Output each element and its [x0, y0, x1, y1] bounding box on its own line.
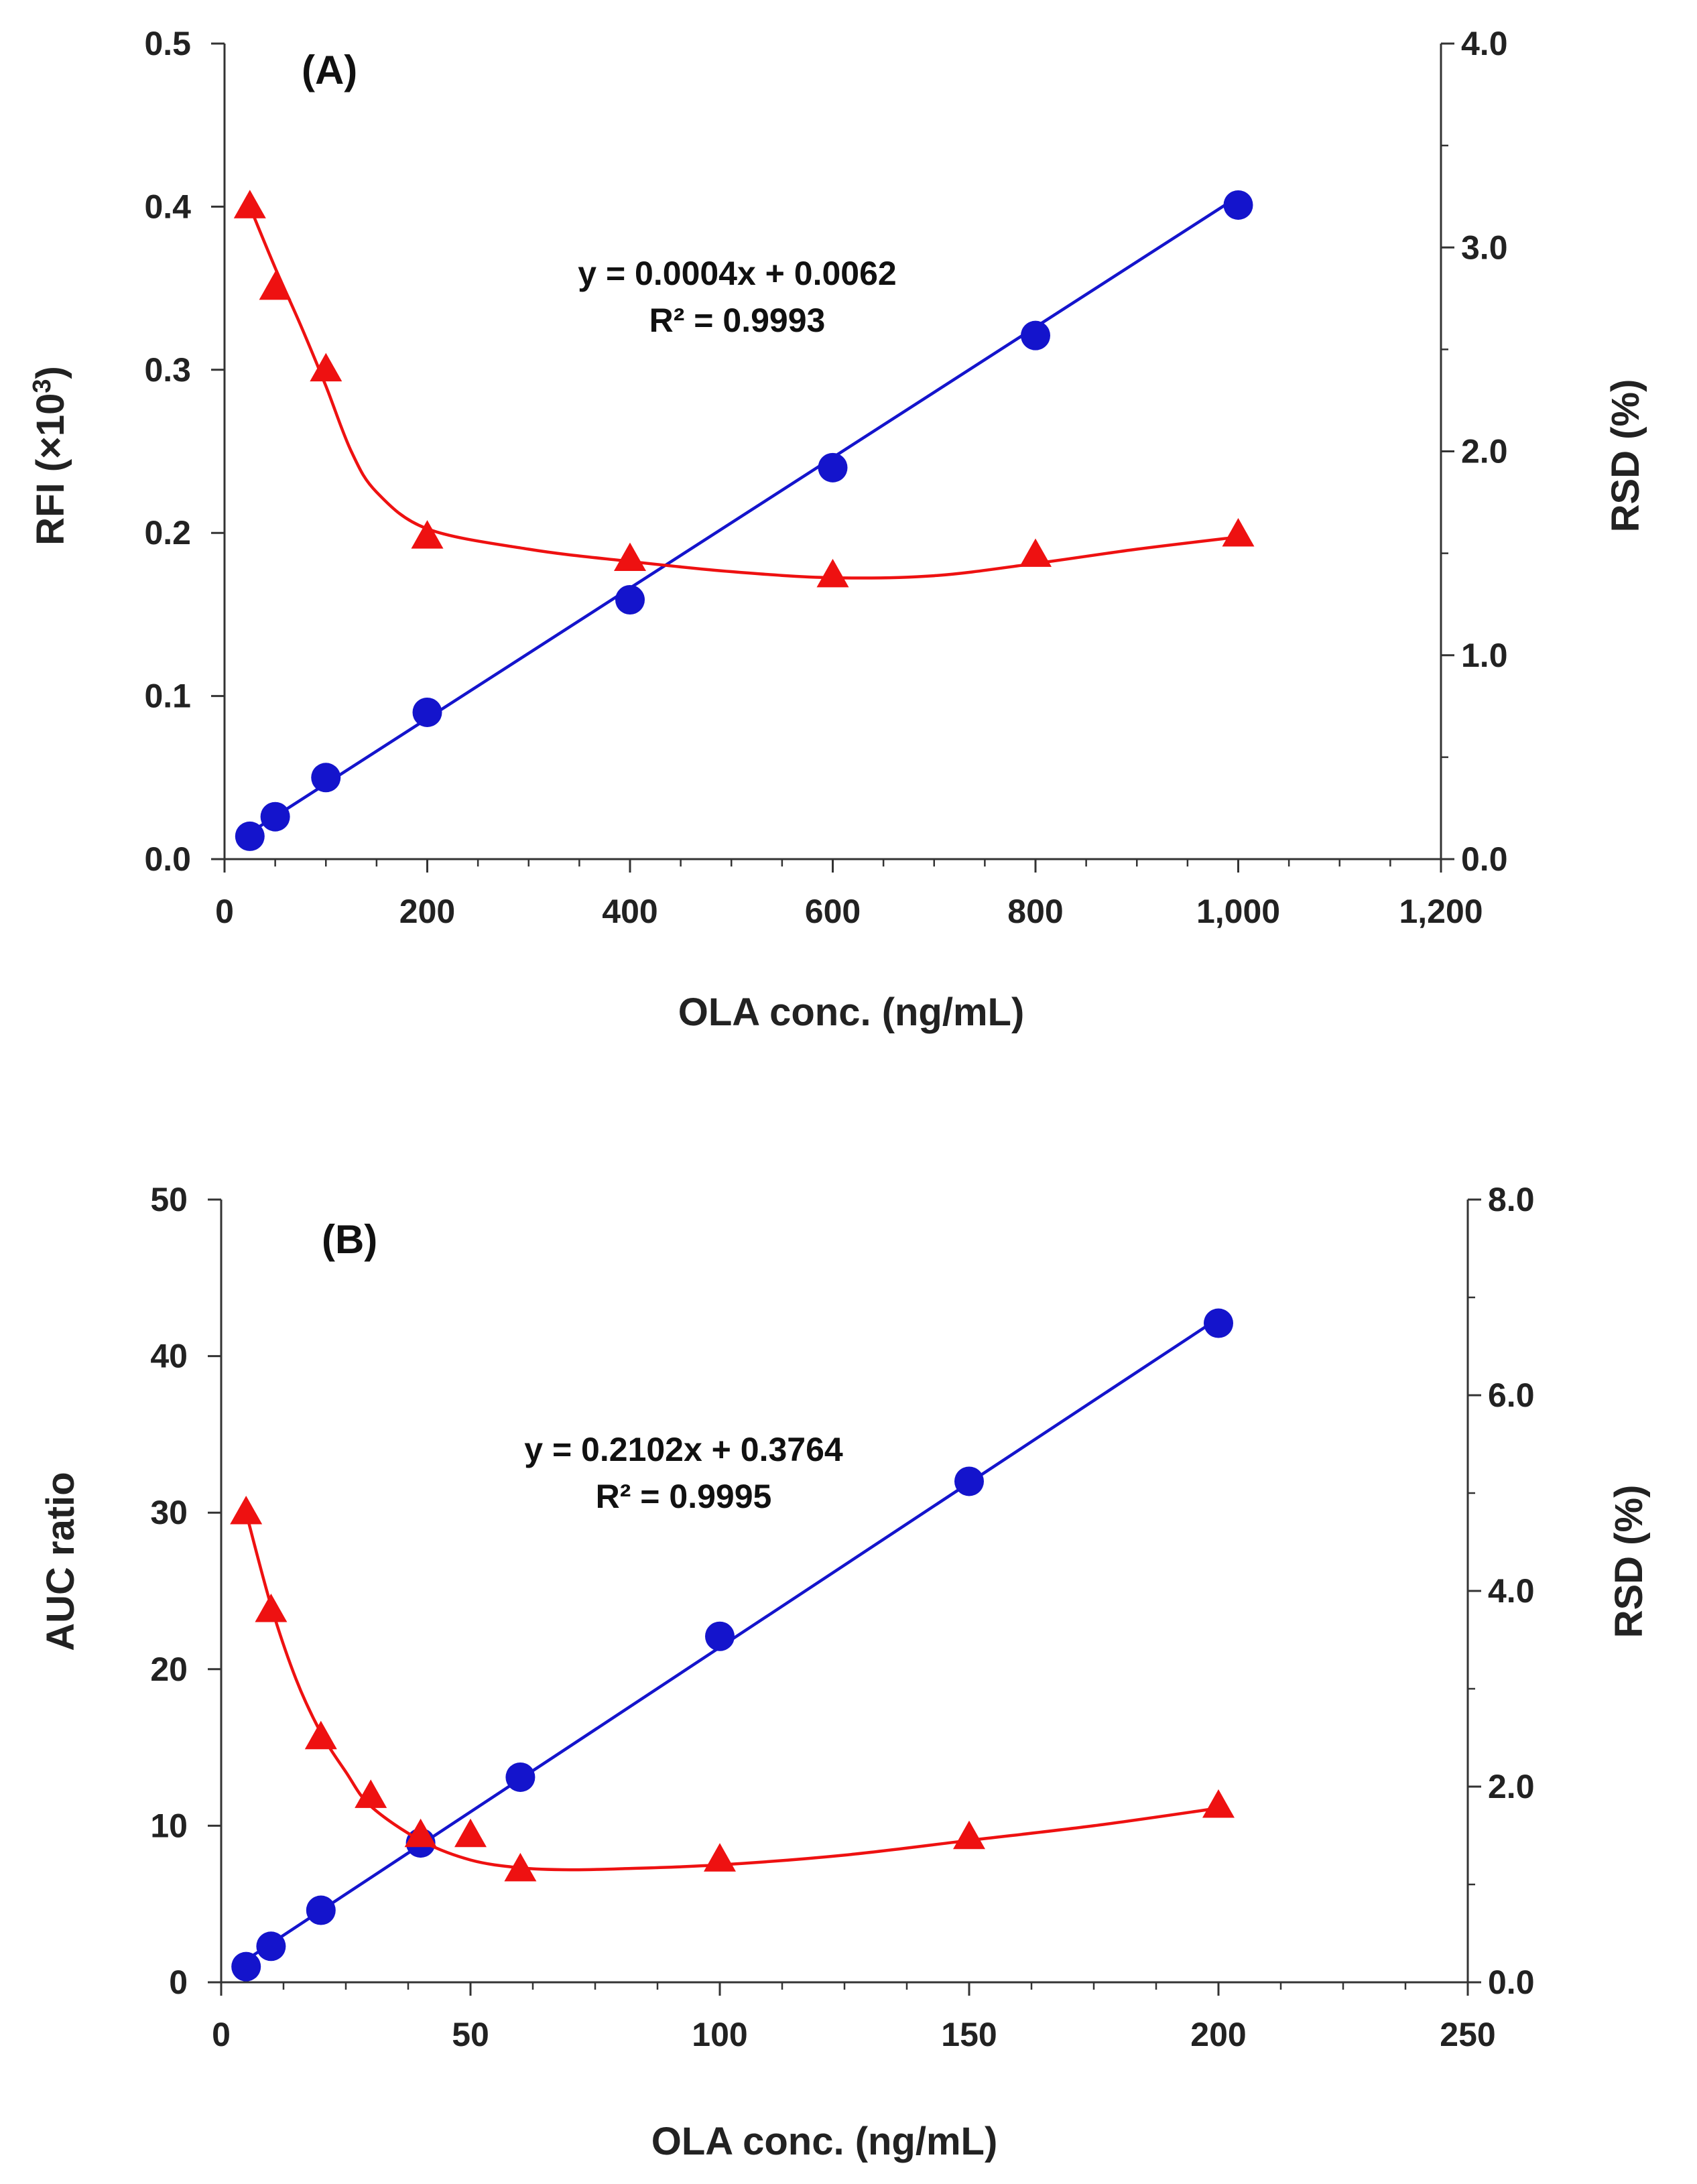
panel-a-ylabel-sup: 3 — [28, 379, 56, 393]
panel-b-ylabel: AUC ratio — [39, 1472, 82, 1651]
panel-b-y2-tick-label: 8.0 — [1488, 1181, 1535, 1218]
panel-b-y2label: RSD (%) — [1607, 1485, 1651, 1639]
panel-b-x-tick-label: 50 — [452, 2016, 489, 2053]
panel-b-rsd-point — [1202, 1789, 1235, 1818]
panel-a-x-tick-label: 0 — [215, 893, 234, 930]
panel-b-y-tick-label: 30 — [150, 1494, 188, 1531]
panel-b-rsd-point — [304, 1720, 337, 1750]
panel-a-y-tick-label: 0.0 — [144, 840, 191, 878]
panel-b-y-tick-label: 0 — [169, 1964, 188, 2001]
panel-a-rsd-point — [259, 271, 292, 300]
panel-b-y-tick-label: 10 — [150, 1807, 188, 1844]
panel-b-x-tick-label: 100 — [692, 2016, 747, 2053]
panel-b-point — [505, 1762, 536, 1792]
panel-a-point — [260, 801, 290, 832]
panel-a-rsd-point — [614, 542, 646, 571]
panel-b-x-tick-label: 150 — [941, 2016, 997, 2053]
panel-a-y2label: RSD (%) — [1604, 379, 1647, 533]
panel-b-point — [306, 1895, 336, 1925]
panel-b-rsd-point — [355, 1779, 387, 1808]
panel-a-x-tick-label: 400 — [602, 893, 657, 930]
panel-a-ylabel-close: ) — [29, 366, 72, 379]
panel-a-plot-area: 0 200 400 600 800 1,000 1,200 0.0 0.1 0.2 0.3 0.4 0.… — [144, 25, 1507, 930]
panel-b-rsd-point — [704, 1843, 736, 1872]
panel-b-rsd-curve — [245, 1512, 1219, 1872]
panel-a-rsd-point — [310, 352, 342, 382]
panel-a-ylabel: RFI (×103) — [28, 366, 72, 545]
panel-a-rsd-point — [1019, 538, 1052, 567]
panel-a-y-tick-label: 0.2 — [144, 514, 191, 552]
panel-b-y2-tick-label: 2.0 — [1488, 1768, 1535, 1805]
panel-a-y2-tick-label: 0.0 — [1461, 840, 1508, 878]
panel-a-y2-tick-label: 3.0 — [1461, 229, 1508, 266]
panel-a-x-tick-label: 600 — [805, 893, 861, 930]
panel-b-y-tick-label: 40 — [150, 1338, 188, 1375]
panel-b-r2: R² = 0.9995 — [596, 1478, 772, 1515]
panel-b-x-tick-label: 200 — [1190, 2016, 1246, 2053]
panel-b-equation: y = 0.2102x + 0.3764 — [524, 1431, 843, 1468]
panel-b-x-tick-label: 0 — [212, 2016, 231, 2053]
panel-a-point — [311, 763, 341, 793]
panel-a-fit-line — [249, 195, 1239, 834]
panel-b-plot-area: 0 50 100 150 200 250 0 10 20 30 40 50 0.0 2.0 4.0 6.0 8.… — [150, 1181, 1534, 2053]
panel-b-rsd-point — [454, 1818, 487, 1848]
panel-b-rsd-point — [230, 1496, 263, 1525]
panel-b-point — [231, 1951, 261, 1982]
panel-b-point — [1204, 1308, 1233, 1338]
panel-a-rsd-point — [411, 520, 444, 549]
panel-b-point — [954, 1466, 984, 1496]
panel-a-rsd-point — [1222, 518, 1255, 547]
panel-a-ylabel-suffix: (×10 — [29, 393, 72, 472]
panel-b-point — [256, 1931, 286, 1962]
panel-a-y-tick-label: 0.4 — [144, 188, 191, 225]
panel-a-point — [615, 584, 645, 615]
panel-b: 0 50 100 150 200 250 0 10 20 30 40 50 0.0 2.0 4.0 6.0 8.… — [39, 1181, 1651, 2163]
panel-a-point — [1223, 190, 1253, 220]
panel-b-point — [705, 1621, 735, 1651]
panel-a-equation: y = 0.0004x + 0.0062 — [578, 255, 896, 292]
panel-a-y-tick-label: 0.3 — [144, 351, 191, 389]
panel-b-y2-tick-label: 0.0 — [1488, 1964, 1535, 2001]
panel-a-x-tick-label: 1,200 — [1399, 893, 1483, 930]
panel-a-y-tick-label: 0.1 — [144, 678, 191, 715]
panel-b-x-tick-label: 250 — [1440, 2016, 1495, 2053]
panel-b-y-tick-label: 20 — [150, 1651, 188, 1688]
panel-a-rsd-point — [233, 190, 266, 218]
panel-b-xlabel: OLA conc. (ng/mL) — [651, 2120, 998, 2163]
panel-a-point — [235, 821, 265, 851]
panel-a-x-tick-label: 800 — [1007, 893, 1063, 930]
panel-a-xlabel: OLA conc. (ng/mL) — [678, 990, 1025, 1034]
panel-b-rsd-point — [255, 1594, 288, 1622]
panel-a-label: (A) — [302, 48, 357, 92]
panel-a-y-tick-label: 0.5 — [144, 25, 191, 62]
panel-b-rsd-point — [953, 1820, 985, 1850]
panel-b-y2-tick-label: 6.0 — [1488, 1376, 1535, 1414]
panel-b-rsd-point — [504, 1852, 537, 1882]
panel-a-point — [1021, 320, 1050, 350]
panel-a-r2: R² = 0.9993 — [649, 302, 826, 339]
panel-a-y2-tick-label: 1.0 — [1461, 637, 1508, 674]
panel-a-y2-tick-label: 4.0 — [1461, 25, 1508, 62]
panel-a-point — [818, 452, 848, 483]
panel-a: 0 200 400 600 800 1,000 1,200 0.0 0.1 0.2 0.3 0.4 0.… — [28, 25, 1647, 1034]
panel-a-rsd-point — [816, 558, 849, 588]
panel-a-x-tick-label: 200 — [399, 893, 455, 930]
panel-a-y2-tick-label: 2.0 — [1461, 433, 1508, 470]
panel-b-label: (B) — [322, 1217, 377, 1262]
panel-a-ylabel-main: RFI — [29, 483, 72, 545]
panel-a-point — [412, 697, 442, 727]
panel-b-y-tick-label: 50 — [150, 1181, 188, 1218]
panel-b-y2-tick-label: 4.0 — [1488, 1572, 1535, 1610]
panel-b-rsd-point — [404, 1818, 437, 1848]
panel-a-x-tick-label: 1,000 — [1196, 893, 1280, 930]
